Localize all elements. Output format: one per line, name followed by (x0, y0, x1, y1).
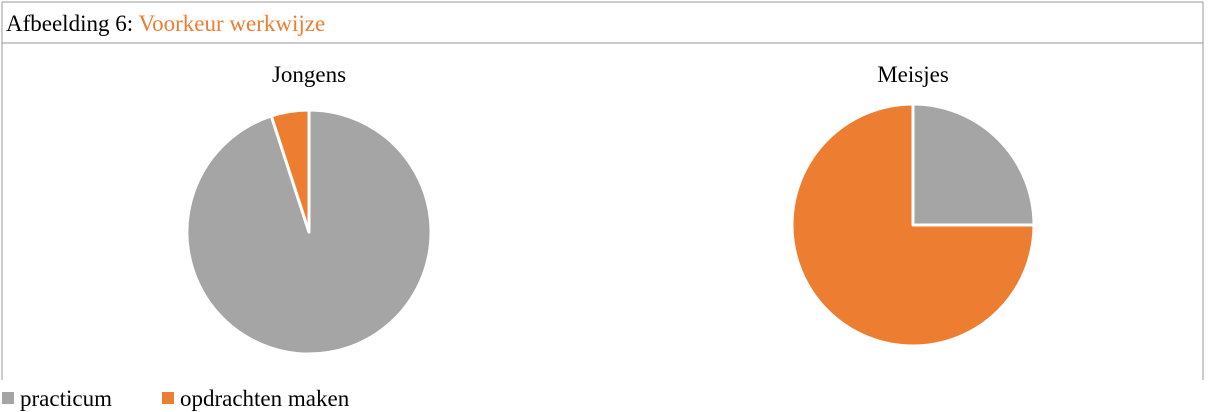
chart-title: Jongens (272, 62, 346, 87)
caption-title: Voorkeur werkwijze (138, 11, 325, 36)
pie-slice (790, 102, 1036, 348)
caption-label: Afbeelding 6: (6, 11, 133, 36)
pie-slice (269, 108, 311, 234)
legend-label: opdrachten maken (180, 386, 350, 411)
legend-swatch (161, 392, 174, 404)
chart-title: Meisjes (877, 62, 949, 87)
legend-label: practicum (20, 386, 112, 411)
caption: Afbeelding 6: Voorkeur werkwijze (6, 11, 325, 36)
legend-swatch (2, 392, 14, 404)
pie-slice (911, 102, 1036, 227)
